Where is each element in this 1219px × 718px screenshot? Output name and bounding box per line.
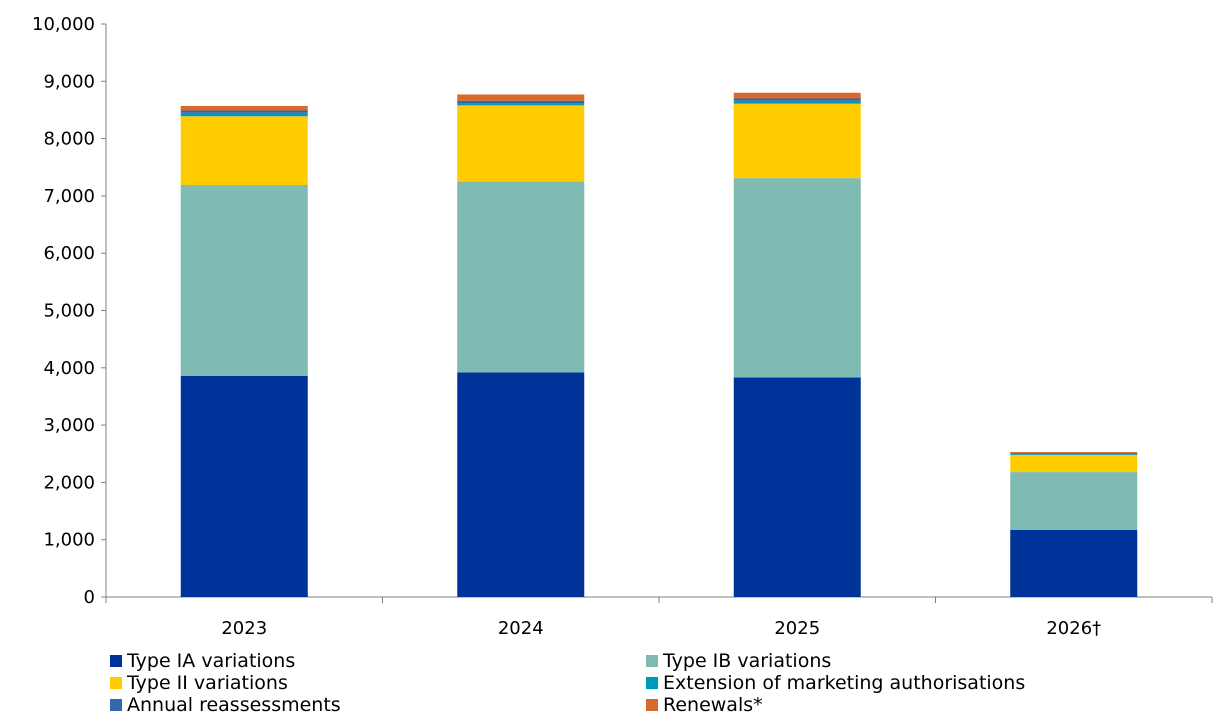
y-tick-label: 5,000 bbox=[43, 301, 95, 322]
legend-label: Type IA variations bbox=[127, 650, 296, 672]
legend-label: Extension of marketing authorisations bbox=[663, 672, 1026, 694]
x-axis: 2023 2024 2025 2026† bbox=[105, 596, 1213, 639]
bar-segment bbox=[457, 94, 585, 101]
legend-swatch bbox=[646, 677, 658, 689]
y-tick-label: 4,000 bbox=[43, 358, 95, 379]
legend: Type IA variations Type IB variations Type… bbox=[110, 650, 1210, 716]
legend-swatch bbox=[110, 655, 122, 667]
x-tick-label: 2025 bbox=[774, 618, 820, 639]
legend-swatch bbox=[646, 699, 658, 711]
legend-item: Annual reassessments bbox=[110, 694, 646, 716]
legend-item: Type II variations bbox=[110, 672, 646, 694]
bar-segment bbox=[180, 110, 308, 113]
bar-segment bbox=[733, 100, 861, 104]
bar-segment bbox=[180, 116, 308, 186]
bar-segment bbox=[457, 372, 585, 597]
legend-item: Renewals* bbox=[646, 694, 1206, 716]
y-tick-label: 10,000 bbox=[32, 14, 95, 35]
x-tick-label: 2024 bbox=[498, 618, 544, 639]
y-axis: 0 1,000 2,000 3,000 4,000 5,000 6,000 7,000 8,00… bbox=[32, 14, 107, 608]
bar-segment bbox=[180, 185, 308, 376]
bar-segment bbox=[1010, 529, 1138, 597]
legend-label: Renewals* bbox=[663, 694, 763, 716]
legend-swatch bbox=[110, 677, 122, 689]
bar-segment bbox=[733, 178, 861, 378]
y-tick-label: 7,000 bbox=[43, 186, 95, 207]
bar-segment bbox=[1010, 472, 1138, 530]
legend-item: Extension of marketing authorisations bbox=[646, 672, 1206, 694]
stacked-bar-chart: 0 1,000 2,000 3,000 4,000 5,000 6,000 7,000 8,00… bbox=[32, 14, 1213, 639]
y-tick-label: 9,000 bbox=[43, 71, 95, 92]
y-tick-label: 6,000 bbox=[43, 243, 95, 264]
bar-segment bbox=[1010, 454, 1138, 473]
bar-segment bbox=[733, 103, 861, 179]
legend-item: Type IB variations bbox=[646, 650, 1206, 672]
y-tick-label: 3,000 bbox=[43, 415, 95, 436]
bar-segment bbox=[733, 377, 861, 597]
bar-segment bbox=[1010, 453, 1138, 455]
legend-item: Type IA variations bbox=[110, 650, 646, 672]
bar-segment bbox=[1010, 454, 1138, 455]
x-tick-label: 2026† bbox=[1046, 618, 1101, 639]
bar-segment bbox=[457, 181, 585, 373]
bar-segment bbox=[457, 105, 585, 182]
y-tick-label: 0 bbox=[84, 587, 95, 608]
bar-segment bbox=[733, 98, 861, 101]
bar-segment bbox=[180, 105, 308, 111]
y-tick-label: 2,000 bbox=[43, 472, 95, 493]
bar-segment bbox=[180, 112, 308, 117]
legend-swatch bbox=[646, 655, 658, 667]
x-tick-label: 2023 bbox=[221, 618, 267, 639]
legend-label: Type II variations bbox=[127, 672, 288, 694]
y-tick-label: 1,000 bbox=[43, 530, 95, 551]
legend-label: Annual reassessments bbox=[127, 694, 341, 716]
y-tick-label: 8,000 bbox=[43, 129, 95, 150]
bar-segment bbox=[457, 100, 585, 104]
bar-segment bbox=[733, 92, 861, 99]
bar-segment bbox=[1010, 452, 1138, 454]
bar-segment bbox=[180, 375, 308, 597]
legend-label: Type IB variations bbox=[663, 650, 832, 672]
legend-swatch bbox=[110, 699, 122, 711]
bar-segment bbox=[457, 103, 585, 106]
bars bbox=[180, 92, 1138, 597]
